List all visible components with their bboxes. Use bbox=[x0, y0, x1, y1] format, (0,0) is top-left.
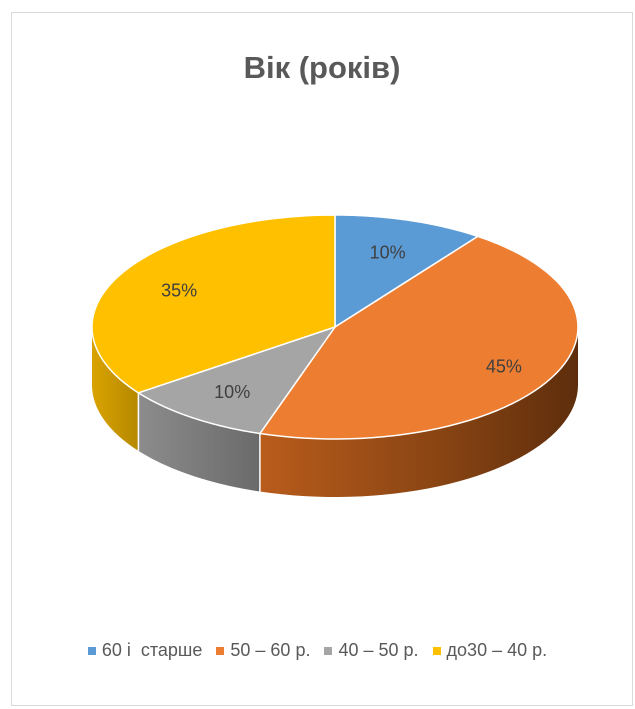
legend-swatch bbox=[432, 646, 441, 655]
legend-label: 60 і старше bbox=[101, 640, 203, 660]
legend-item: 40 – 50 р. bbox=[324, 640, 419, 661]
legend-label: 40 – 50 р. bbox=[338, 640, 419, 660]
legend-label: до30 – 40 р. bbox=[446, 640, 548, 660]
data-label: 10% bbox=[214, 382, 250, 402]
legend-swatch bbox=[216, 646, 225, 655]
slice-60-plus[interactable] bbox=[334, 214, 479, 328]
legend-label: 50 – 60 р. bbox=[230, 640, 311, 660]
legend-swatch bbox=[324, 646, 333, 655]
slice-30-40[interactable] bbox=[91, 214, 336, 394]
data-label: 35% bbox=[161, 280, 197, 300]
legend-item: 50 – 60 р. bbox=[216, 640, 310, 661]
slice-30-40-side bbox=[92, 327, 139, 451]
slice-50-60-side bbox=[259, 327, 578, 497]
slice-50-60[interactable] bbox=[259, 235, 579, 440]
legend-swatch bbox=[87, 646, 96, 655]
legend: 60 і старше 50 – 60 р. 40 – 50 р. до30 – 40… bbox=[0, 640, 635, 661]
legend-item: до30 – 40 р. bbox=[432, 640, 548, 661]
data-label: 10% bbox=[370, 242, 406, 262]
slice-40-50-side bbox=[138, 392, 260, 492]
data-label: 45% bbox=[486, 357, 522, 377]
legend-item: 60 і старше bbox=[87, 640, 203, 661]
slice-40-50[interactable] bbox=[137, 326, 336, 435]
chart-title: Вік (років) bbox=[243, 50, 401, 85]
